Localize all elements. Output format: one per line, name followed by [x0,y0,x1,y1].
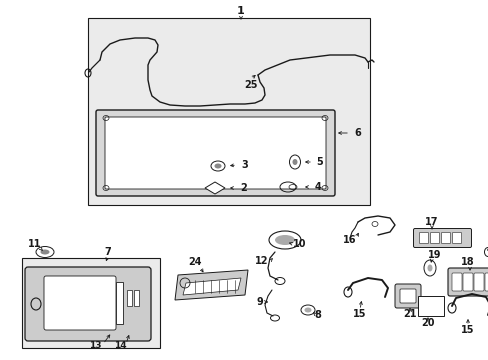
Text: 19: 19 [427,250,441,260]
Text: 23: 23 [487,213,488,223]
FancyBboxPatch shape [462,273,472,291]
Text: 10: 10 [293,239,306,249]
FancyBboxPatch shape [451,273,461,291]
FancyBboxPatch shape [25,267,151,341]
Text: 16: 16 [343,235,356,245]
Text: 21: 21 [403,309,416,319]
Text: 15: 15 [352,309,366,319]
Text: 14: 14 [113,341,126,350]
Ellipse shape [427,265,431,271]
FancyBboxPatch shape [44,276,116,330]
Text: 11: 11 [28,239,41,249]
Text: 13: 13 [88,341,101,350]
FancyBboxPatch shape [473,273,483,291]
Polygon shape [175,270,247,300]
FancyBboxPatch shape [484,273,488,291]
Ellipse shape [304,307,311,312]
Ellipse shape [214,163,221,168]
Text: 4: 4 [314,182,321,192]
Text: 8: 8 [314,310,321,320]
Text: 2: 2 [240,183,247,193]
Bar [134,290,139,306]
FancyBboxPatch shape [419,233,427,243]
Text: 7: 7 [104,247,111,257]
FancyBboxPatch shape [399,289,415,303]
Text: 6: 6 [354,128,361,138]
Bar [116,282,123,324]
Polygon shape [204,182,224,194]
FancyBboxPatch shape [105,117,325,189]
FancyBboxPatch shape [447,268,488,296]
Text: 20: 20 [420,318,434,328]
FancyBboxPatch shape [96,110,334,196]
FancyBboxPatch shape [451,233,461,243]
Text: 24: 24 [188,257,202,267]
Text: 3: 3 [241,160,248,170]
Text: 15: 15 [460,325,474,335]
FancyBboxPatch shape [394,284,420,308]
Polygon shape [183,278,241,295]
Text: 1: 1 [237,6,244,16]
Text: 17: 17 [425,217,438,227]
Text: 5: 5 [316,157,323,167]
FancyBboxPatch shape [417,296,443,316]
FancyBboxPatch shape [441,233,449,243]
FancyBboxPatch shape [429,233,439,243]
Text: 12: 12 [255,256,268,266]
Ellipse shape [292,159,297,165]
Text: 18: 18 [460,257,474,267]
FancyBboxPatch shape [413,229,470,248]
Ellipse shape [274,235,294,245]
Bar [127,290,132,306]
Bar [22,258,160,348]
Bar [88,18,369,205]
Text: 9: 9 [256,297,263,307]
Text: 25: 25 [244,80,257,90]
Ellipse shape [41,249,49,255]
